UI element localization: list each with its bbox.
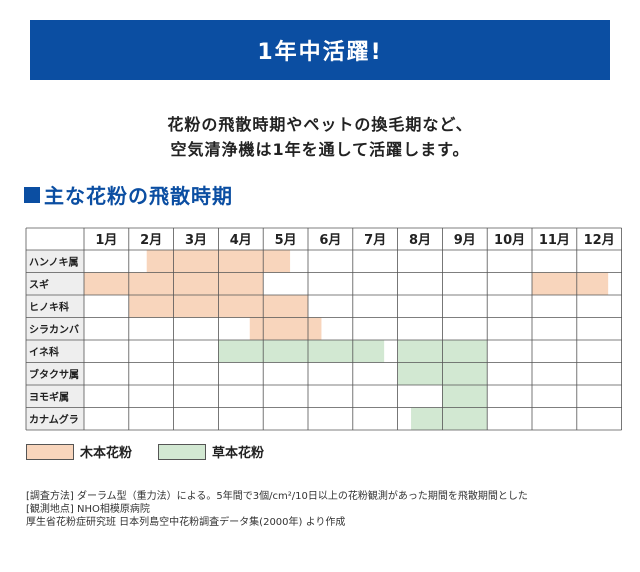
legend-swatch-wood bbox=[26, 443, 74, 460]
note-source: 厚生省花粉症研究班 日本列島空中花粉調査データ集(2000年) より作成 bbox=[26, 517, 346, 528]
legend-label-grass: 草本花粉 bbox=[212, 446, 265, 461]
lead-line-2: 空気清浄機は1年を通して活躍します。 bbox=[170, 140, 470, 159]
row-label-bg bbox=[26, 295, 84, 318]
row-label-bg bbox=[26, 407, 84, 430]
legend-swatch-grass bbox=[158, 443, 207, 460]
pollen-bar-grass bbox=[411, 407, 488, 430]
month-header: 9月 bbox=[454, 233, 476, 248]
header-banner: 1年中活躍! bbox=[30, 20, 610, 80]
pollen-bar-grass bbox=[218, 340, 385, 363]
month-header: 12月 bbox=[584, 233, 615, 248]
row-label: ヒノキ科 bbox=[29, 300, 69, 313]
row-label-bg bbox=[26, 340, 84, 363]
legend: 木本花粉 草本花粉 bbox=[26, 442, 290, 461]
row-label: ブタクサ属 bbox=[29, 368, 79, 381]
note-method: [調査方法] ダーラム型（重力法）による。5年間で3個/cm²/10日以上の花粉… bbox=[26, 491, 528, 502]
month-header: 3月 bbox=[185, 233, 207, 248]
row-label-bg bbox=[26, 272, 84, 295]
pollen-bar-wood bbox=[249, 317, 322, 340]
lead-text: 花粉の飛散時期やペットの換毛期など、 空気清浄機は1年を通して活躍します。 bbox=[0, 112, 640, 162]
month-header: 5月 bbox=[275, 233, 297, 248]
row-label: カナムグラ bbox=[29, 413, 79, 426]
month-header: 2月 bbox=[140, 233, 162, 248]
note-site: [観測地点] NHO相模原病院 bbox=[26, 504, 150, 515]
legend-item-grass: 草本花粉 bbox=[158, 442, 264, 461]
lead-line-1: 花粉の飛散時期やペットの換毛期など、 bbox=[167, 115, 473, 134]
legend-item-wood: 木本花粉 bbox=[26, 442, 132, 461]
row-label: シラカンバ bbox=[29, 324, 79, 336]
section-title: 主な花粉の飛散時期 bbox=[44, 184, 233, 208]
pollen-bar-wood bbox=[532, 272, 609, 295]
banner-title: 1年中活躍! bbox=[257, 40, 383, 65]
row-label: イネ科 bbox=[29, 345, 59, 358]
section-heading: 主な花粉の飛散時期 bbox=[24, 180, 233, 209]
row-label: ヨモギ属 bbox=[29, 390, 69, 403]
month-header: 1月 bbox=[95, 233, 117, 248]
row-label-bg bbox=[26, 385, 84, 408]
month-header: 8月 bbox=[409, 233, 431, 248]
row-label-bg bbox=[26, 362, 84, 385]
source-notes: [調査方法] ダーラム型（重力法）による。5年間で3個/cm²/10日以上の花粉… bbox=[26, 490, 528, 529]
row-label: ハンノキ属 bbox=[29, 256, 79, 268]
month-header: 11月 bbox=[539, 233, 570, 248]
month-header: 7月 bbox=[364, 233, 386, 248]
month-header: 4月 bbox=[230, 233, 252, 248]
row-label: スギ bbox=[29, 278, 49, 291]
month-header: 6月 bbox=[319, 233, 341, 248]
pollen-bar-grass bbox=[442, 385, 488, 408]
row-label-bg bbox=[26, 317, 84, 340]
month-header: 10月 bbox=[494, 233, 525, 248]
legend-label-wood: 木本花粉 bbox=[80, 446, 133, 461]
row-label-bg bbox=[26, 250, 84, 273]
square-bullet-icon bbox=[24, 186, 40, 203]
